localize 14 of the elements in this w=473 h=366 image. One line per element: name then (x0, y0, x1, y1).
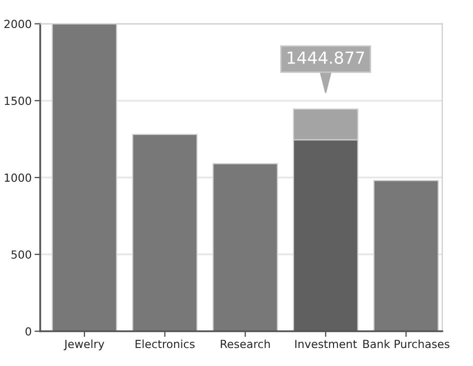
x-tick-label: Investment (295, 340, 357, 348)
x-tick-label: Electronics (136, 340, 195, 348)
y-tick-label: 1000 (4, 173, 32, 182)
y-tick-label: 500 (12, 250, 32, 259)
y-tick-label: 0 (26, 327, 32, 336)
x-tick-label: Bank Purchases (363, 340, 450, 348)
bar (132, 134, 198, 332)
x-tick-label: Research (220, 340, 270, 348)
bar (212, 163, 278, 332)
y-tick-label: 1500 (4, 96, 32, 106)
annotation: 1444.877 (288, 51, 364, 64)
y-tick-label: 2000 (4, 20, 32, 28)
x-tick-label: Jewelry (64, 340, 104, 350)
bar (373, 180, 439, 332)
